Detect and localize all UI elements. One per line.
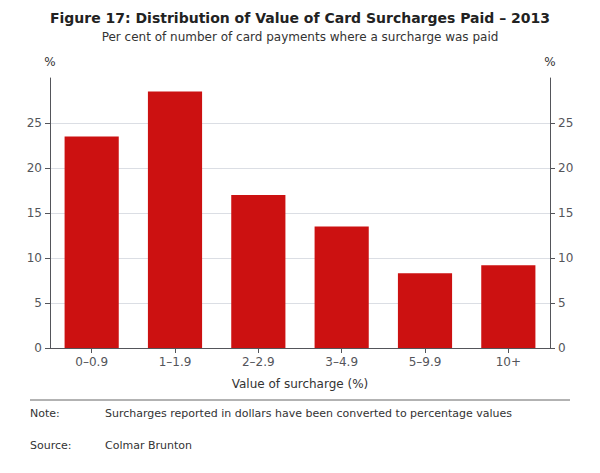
svg-text:Source:: Source: <box>30 439 72 452</box>
svg-text:5: 5 <box>558 296 566 310</box>
svg-text:%: % <box>44 55 55 69</box>
svg-text:0: 0 <box>558 341 566 355</box>
svg-text:0–0.9: 0–0.9 <box>75 355 108 369</box>
svg-text:5–9.9: 5–9.9 <box>409 355 442 369</box>
svg-text:25: 25 <box>27 116 42 130</box>
svg-text:1–1.9: 1–1.9 <box>159 355 192 369</box>
svg-text:10: 10 <box>558 251 573 265</box>
svg-text:Figure 17: Distribution of Val: Figure 17: Distribution of Value of Card… <box>50 10 550 26</box>
svg-text:Value of surcharge (%): Value of surcharge (%) <box>232 377 369 391</box>
svg-text:20: 20 <box>558 161 573 175</box>
svg-text:5: 5 <box>34 296 42 310</box>
svg-text:Per cent of number of card pay: Per cent of number of card payments wher… <box>102 30 499 44</box>
svg-text:15: 15 <box>27 206 42 220</box>
svg-text:25: 25 <box>558 116 573 130</box>
svg-text:%: % <box>544 55 555 69</box>
svg-text:15: 15 <box>558 206 573 220</box>
svg-text:Colmar Brunton: Colmar Brunton <box>105 439 192 452</box>
svg-text:0: 0 <box>34 341 42 355</box>
svg-text:2–2.9: 2–2.9 <box>242 355 275 369</box>
svg-text:10: 10 <box>27 251 42 265</box>
svg-text:Surcharges reported in dollars: Surcharges reported in dollars have been… <box>105 407 512 420</box>
svg-text:3–4.9: 3–4.9 <box>325 355 358 369</box>
svg-text:Note:: Note: <box>30 407 60 420</box>
svg-text:10+: 10+ <box>496 355 521 369</box>
svg-text:20: 20 <box>27 161 42 175</box>
